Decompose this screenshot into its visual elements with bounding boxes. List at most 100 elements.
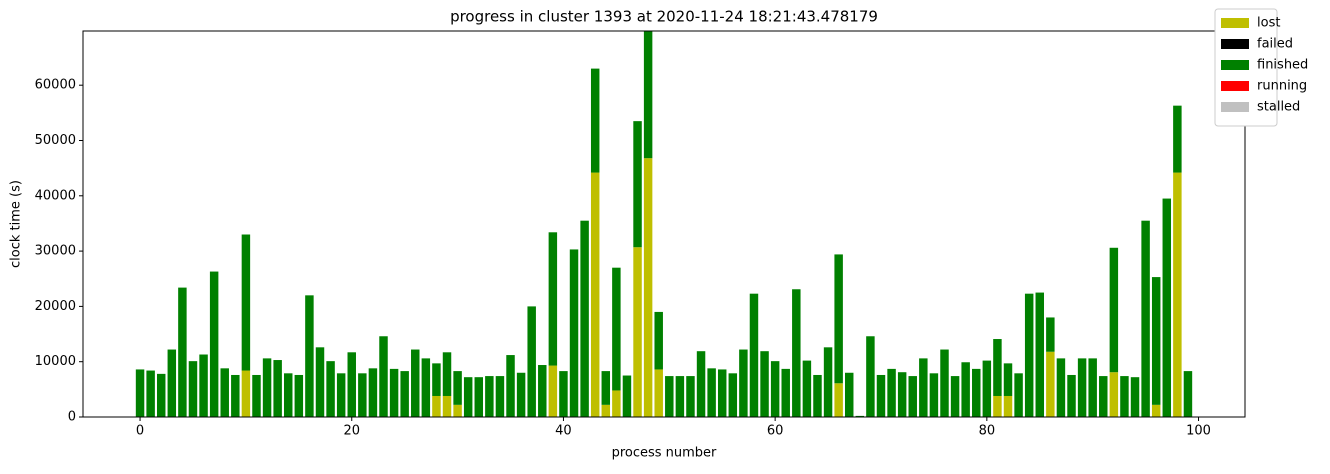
bar-segment	[1046, 351, 1055, 417]
x-tick-label: 80	[979, 424, 996, 439]
y-axis-label: clock time (s)	[9, 180, 24, 268]
bar-segment	[612, 390, 621, 417]
bar-segment	[929, 373, 939, 417]
bar-segment	[209, 271, 219, 417]
bar-segment	[432, 363, 441, 396]
legend-swatch	[1221, 18, 1249, 28]
bar-segment	[559, 371, 568, 417]
bar-segment	[1024, 293, 1034, 417]
axes-frame	[82, 30, 1246, 418]
bar-segment	[231, 374, 240, 417]
bar-segment	[273, 360, 282, 417]
legend-swatch	[1221, 102, 1249, 112]
bar-segment	[485, 376, 494, 417]
bar-segment	[770, 361, 780, 417]
bar-segment	[717, 369, 727, 417]
x-axis-label: process number	[612, 446, 717, 461]
bar-segment	[590, 68, 600, 173]
bar-segment	[590, 172, 600, 417]
bar-segment	[1183, 371, 1193, 417]
bar-segment	[823, 347, 833, 417]
bar-segment	[813, 374, 822, 417]
bar-segment	[1109, 372, 1119, 417]
legend-label: running	[1257, 79, 1307, 94]
bar-segment	[961, 362, 970, 417]
bar-segment	[188, 361, 198, 417]
bar-segment	[220, 368, 229, 417]
bar-segment	[665, 376, 674, 417]
bar-segment	[262, 358, 272, 417]
bar-segment	[728, 373, 738, 417]
x-tick-label: 20	[343, 424, 360, 439]
bar-segment	[1067, 374, 1076, 417]
bar-segment	[739, 349, 748, 417]
y-tick-label: 50000	[35, 133, 76, 148]
bar-segment	[845, 372, 854, 417]
bar-segment	[622, 375, 632, 417]
bar-segment	[178, 287, 187, 417]
bar-segment	[1046, 317, 1055, 352]
bar-segment	[1141, 220, 1150, 417]
bar-segment	[506, 355, 515, 417]
y-tick-label: 60000	[35, 78, 76, 93]
bar-segment	[421, 358, 431, 417]
bar-segment	[326, 361, 335, 417]
bar-segment	[993, 395, 1002, 417]
bar-segment	[379, 336, 388, 417]
bar-segment	[1151, 404, 1161, 417]
bar-segment	[199, 354, 208, 417]
bar-segment	[792, 289, 801, 417]
bar-segment	[675, 376, 685, 417]
bar-segment	[453, 404, 462, 417]
bar-segment	[601, 371, 611, 405]
y-tick-label: 0	[68, 410, 76, 425]
bar-segment	[940, 349, 949, 417]
bar-segment	[876, 374, 886, 417]
bar-segment	[442, 352, 452, 396]
bar-segment	[1088, 358, 1097, 417]
bar-segment	[241, 234, 251, 371]
bar-segment	[643, 158, 653, 417]
bar-segment	[686, 376, 695, 417]
bar-segment	[855, 415, 865, 417]
bar-segment	[241, 370, 251, 417]
bar-segment	[908, 376, 917, 417]
bar-segment	[1173, 105, 1182, 173]
bar-segment	[993, 339, 1002, 396]
bar-segment	[527, 306, 536, 417]
bar-segment	[781, 368, 790, 417]
bar-segment	[146, 370, 155, 417]
bar-segment	[389, 368, 399, 417]
bar-segment	[1120, 376, 1129, 417]
bar-segment	[919, 358, 928, 417]
bar-segment	[760, 351, 769, 417]
bar-segment	[1056, 358, 1066, 417]
bar-segment	[633, 121, 642, 248]
bar-segment	[972, 368, 981, 417]
bar-segment	[167, 349, 177, 417]
bar-segment	[135, 369, 145, 417]
bar-segment	[548, 365, 558, 417]
bar-segment	[633, 247, 642, 417]
chart-title: progress in cluster 1393 at 2020-11-24 1…	[450, 8, 878, 26]
bar-segment	[802, 360, 812, 417]
legend-label: stalled	[1257, 100, 1300, 115]
bar-segment	[156, 373, 166, 417]
y-tick-label: 40000	[35, 188, 76, 203]
bar-segment	[654, 369, 663, 417]
bar-segment	[453, 371, 462, 405]
bar-segment	[569, 249, 579, 417]
bar-segment	[950, 376, 960, 417]
x-tick-label: 0	[136, 424, 144, 439]
bar-segment	[696, 351, 706, 417]
bar-segment	[411, 349, 420, 417]
bar-segment	[548, 232, 558, 366]
bar-segment	[580, 220, 589, 417]
bar-segment	[1130, 377, 1140, 417]
legend-swatch	[1221, 81, 1249, 91]
bar-segment	[707, 368, 716, 417]
bar-segment	[432, 395, 441, 417]
x-tick-label: 100	[1186, 424, 1211, 439]
y-tick-label: 30000	[35, 244, 76, 259]
